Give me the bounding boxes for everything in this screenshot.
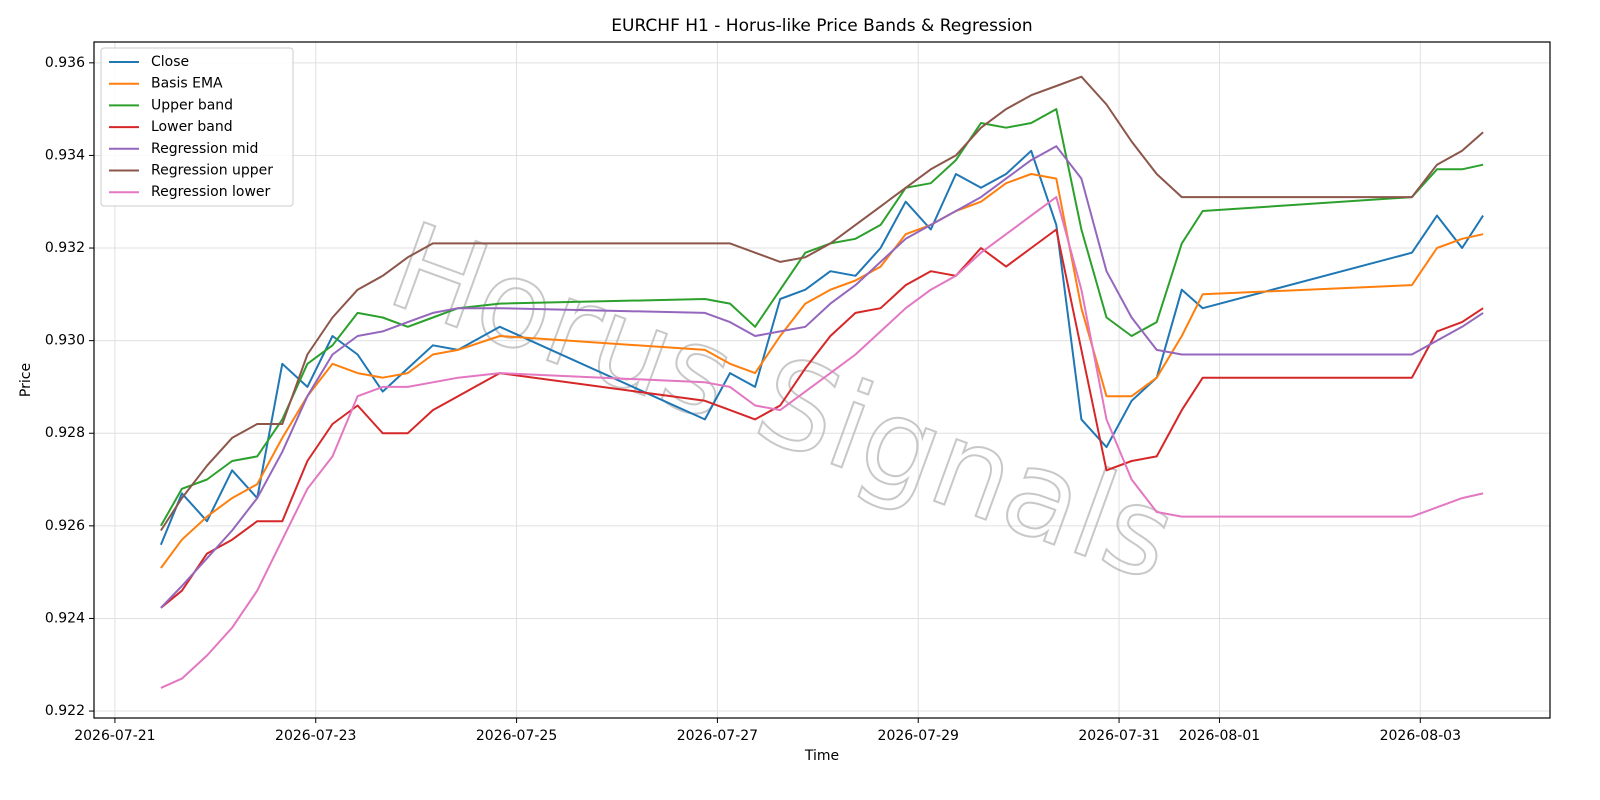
y-tick-label: 0.930 — [45, 333, 85, 349]
y-tick-label: 0.924 — [45, 610, 85, 626]
x-tick-label: 2026-07-25 — [476, 728, 557, 744]
y-tick-label: 0.932 — [45, 240, 85, 256]
legend-label: Regression mid — [151, 141, 258, 157]
y-tick-label: 0.936 — [45, 55, 85, 71]
x-tick-label: 2026-08-01 — [1179, 728, 1260, 744]
x-axis-label: Time — [804, 748, 839, 764]
x-tick-label: 2026-07-23 — [275, 728, 356, 744]
legend: Close Basis EMA Upper band Lower band Regres… — [100, 47, 294, 207]
chart-title: EURCHF H1 - Horus-like Price Bands & Reg… — [611, 16, 1032, 36]
series-line — [160, 228, 1484, 609]
legend-label: Upper band — [151, 97, 233, 113]
series-line — [160, 196, 1484, 689]
x-tick-label: 2026-07-31 — [1078, 728, 1159, 744]
x-tick-label: 2026-07-21 — [74, 728, 155, 744]
series-line — [160, 145, 1484, 609]
y-axis-label: Price — [18, 363, 34, 397]
y-tick-label: 0.926 — [45, 518, 85, 534]
legend-box — [100, 47, 294, 207]
legend-label: Close — [151, 54, 189, 70]
legend-label: Basis EMA — [151, 76, 223, 92]
x-tick-label: 2026-08-03 — [1380, 728, 1461, 744]
series-line — [159, 149, 1484, 546]
legend-label: Regression upper — [151, 163, 273, 179]
plot-frame — [93, 41, 1551, 719]
y-tick-label: 0.928 — [45, 425, 85, 441]
series-line — [160, 75, 1484, 532]
series-line — [160, 173, 1484, 569]
y-tick-label: 0.934 — [45, 147, 85, 163]
x-tick-label: 2026-07-29 — [878, 728, 959, 744]
y-tick-label: 0.922 — [45, 703, 85, 719]
x-tick-label: 2026-07-27 — [677, 728, 758, 744]
legend-label: Regression lower — [151, 184, 271, 200]
legend-label: Lower band — [151, 119, 233, 135]
